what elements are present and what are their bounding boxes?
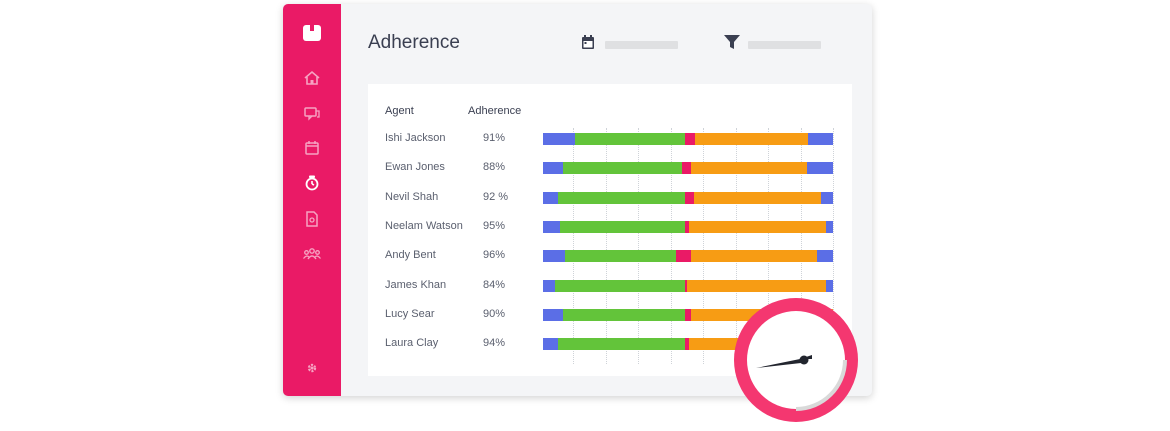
column-header-adherence: Adherence — [468, 105, 522, 117]
filter-value — [748, 41, 821, 49]
timeline-segment-red — [685, 308, 691, 321]
calendar-icon[interactable] — [302, 138, 322, 158]
timeline-segment-green — [554, 279, 686, 292]
adherence-timeline-bar — [543, 162, 833, 175]
grid-line — [573, 128, 574, 364]
agent-name: Ishi Jackson — [385, 132, 446, 144]
timeline-segment-red — [685, 133, 696, 145]
agent-name: James Khan — [385, 278, 447, 291]
adherence-table-card: Agent Adherence Ishi Jackson 91% Ewan Jone… — [368, 84, 852, 376]
timeline-segment-blue — [817, 250, 833, 263]
adherence-timeline-bar — [543, 250, 833, 263]
timeline-segment-blue — [808, 133, 833, 145]
table-row[interactable]: James Khan 84% — [368, 276, 852, 296]
grid-line — [833, 128, 834, 364]
grid-line — [735, 128, 737, 364]
calendar-icon — [582, 35, 594, 49]
grid-line — [638, 128, 639, 364]
timeline-segment-red — [682, 162, 691, 175]
timeline-segment-blue — [825, 220, 833, 233]
timeline-segment-red — [685, 191, 694, 204]
grid-line — [670, 128, 672, 364]
timeline-segment-blue — [543, 133, 575, 145]
timeline-segment-orange — [695, 133, 809, 145]
adherence-value: 88% — [483, 161, 506, 174]
chat-icon[interactable] — [302, 103, 322, 123]
adherence-value: 91% — [483, 132, 506, 144]
timeline-segment-blue — [543, 162, 564, 175]
timeline-segment-orange — [686, 279, 826, 292]
grid-line — [703, 128, 704, 364]
adherence-value: 94% — [483, 337, 506, 350]
clock-icon — [734, 298, 858, 422]
timeline-segment-orange — [689, 220, 826, 233]
adherence-value: 95% — [483, 219, 506, 232]
adherence-value: 90% — [483, 307, 506, 320]
agent-name: Laura Clay — [385, 337, 439, 350]
grid-line — [800, 128, 802, 364]
grid-line — [605, 128, 607, 364]
table-row[interactable]: Neelam Watson 95% — [368, 217, 852, 237]
agent-name: Andy Bent — [385, 249, 436, 262]
timeline-segment-green — [557, 191, 686, 204]
timeline-segment-blue — [543, 308, 564, 321]
timeline-segment-green — [563, 308, 686, 321]
filter-icon — [724, 35, 740, 49]
agent-name: Lucy Sear — [385, 307, 435, 320]
timeline-segment-blue — [806, 162, 833, 175]
timeline-segment-red — [685, 279, 687, 292]
timeline-segment-green — [557, 338, 686, 351]
agent-name: Neelam Watson — [385, 219, 463, 232]
timeline-segment-green — [574, 133, 686, 145]
home-icon[interactable] — [302, 68, 322, 88]
adherence-timeline-bar — [543, 191, 833, 204]
timeline-segment-blue — [825, 279, 833, 292]
timeline-segment-red — [685, 338, 690, 351]
timeline-segment-blue — [821, 191, 833, 204]
timeline-segment-orange — [690, 250, 818, 263]
app-window: Adherence Agent Adherence Ishi Jackson 91… — [283, 4, 872, 396]
timeline-segment-red — [676, 250, 691, 263]
adherence-timeline-bar — [543, 220, 833, 233]
table-row[interactable]: Andy Bent 96% — [368, 246, 852, 266]
team-icon[interactable] — [302, 244, 322, 264]
timeline-segment-red — [685, 220, 690, 233]
timeline-segment-green — [564, 250, 677, 263]
gear-icon[interactable] — [302, 358, 322, 378]
timeline-segment-blue — [543, 191, 558, 204]
timeline-segment-blue — [543, 279, 555, 292]
timeline-segment-orange — [693, 191, 822, 204]
table-row[interactable]: Nevil Shah 92 % — [368, 188, 852, 208]
clock-badge — [734, 296, 864, 426]
date-filter-value — [605, 41, 678, 49]
adherence-timeline-bar — [543, 133, 833, 145]
column-header-agent: Agent — [385, 105, 414, 117]
sidebar — [283, 4, 341, 396]
table-row[interactable]: Ewan Jones 88% — [368, 158, 852, 178]
timeline-segment-green — [560, 220, 686, 233]
app-logo[interactable] — [302, 23, 322, 43]
agent-name: Ewan Jones — [385, 161, 445, 174]
adherence-value: 84% — [483, 278, 506, 291]
timeline-segment-blue — [543, 338, 558, 351]
grid-line — [768, 128, 769, 364]
page-title: Adherence — [368, 32, 460, 53]
timeline-segment-orange — [690, 162, 807, 175]
timeline-segment-blue — [543, 220, 561, 233]
adherence-value: 96% — [483, 249, 506, 262]
table-row[interactable]: Ishi Jackson 91% — [368, 129, 852, 149]
stopwatch-icon[interactable] — [302, 173, 322, 193]
agent-name: Nevil Shah — [385, 190, 439, 203]
document-icon[interactable] — [302, 209, 322, 229]
timeline-segment-green — [563, 162, 683, 175]
adherence-value: 92 % — [483, 190, 509, 203]
timeline-segment-blue — [543, 250, 565, 263]
adherence-timeline-bar — [543, 279, 833, 292]
